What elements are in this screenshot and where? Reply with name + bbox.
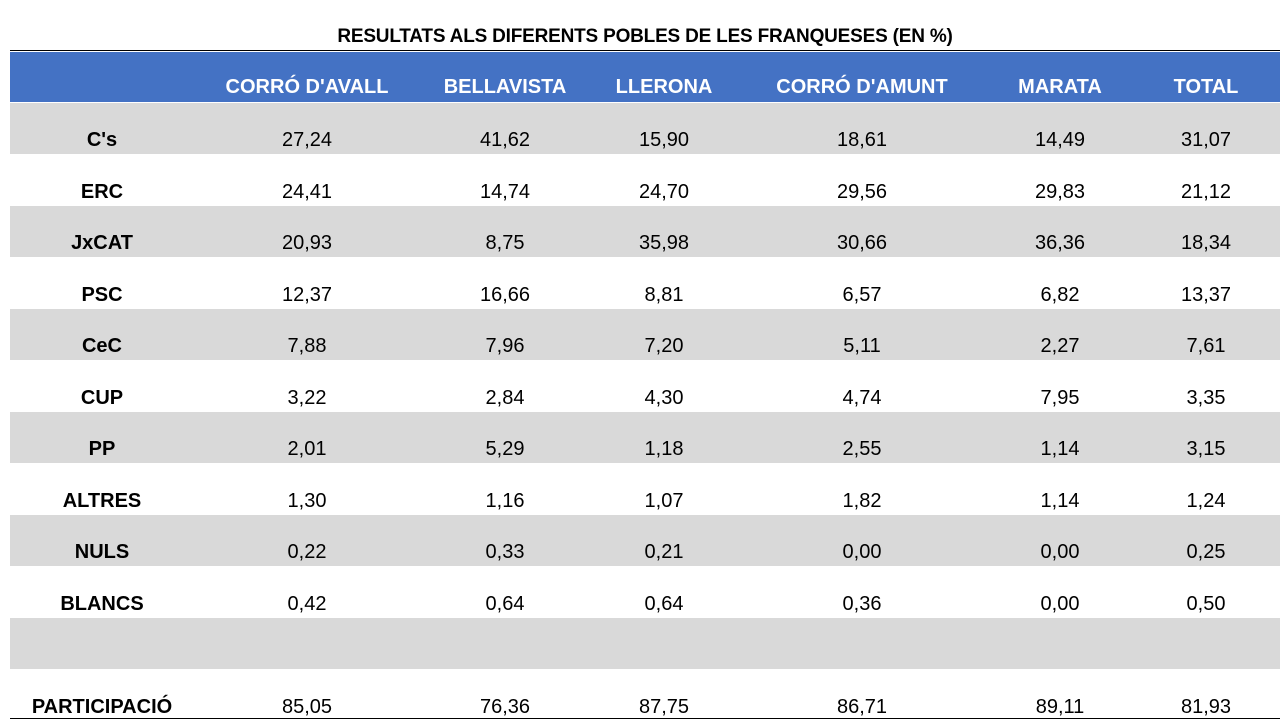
table-row <box>10 103 1280 154</box>
table-cell: 81,93 <box>1180 695 1232 718</box>
table-cell: 36,36 <box>1034 232 1086 254</box>
column-header: BELLAVISTA <box>443 76 567 98</box>
table-cell: 87,75 <box>638 695 690 718</box>
table-cell: 3,22 <box>287 386 327 409</box>
table-cell: 16,66 <box>479 283 531 306</box>
table-cell: 0,00 <box>1040 541 1080 563</box>
table-cell: 1,82 <box>842 489 882 512</box>
table-cell: 29,56 <box>836 180 888 203</box>
table-cell: 20,93 <box>281 232 333 254</box>
table-cell: 86,71 <box>836 695 888 718</box>
table-cell: 12,37 <box>281 283 333 306</box>
table-cell: 4,30 <box>644 386 684 409</box>
table-cell: 2,55 <box>842 438 882 460</box>
table-cell: 0,50 <box>1186 592 1226 615</box>
table-cell: 2,01 <box>287 438 327 460</box>
column-header: MARATA <box>1018 76 1102 98</box>
table-cell: 3,15 <box>1186 438 1226 460</box>
table-cell: 0,64 <box>644 592 684 615</box>
table-cell: 18,61 <box>836 129 888 151</box>
row-label: CUP <box>80 386 124 409</box>
table-cell: 41,62 <box>479 129 531 151</box>
table-cell: 89,11 <box>1035 695 1085 718</box>
table-row <box>10 618 1280 669</box>
table-cell: 0,64 <box>485 592 525 615</box>
table-cell: 0,22 <box>287 541 327 563</box>
table-cell: 7,96 <box>485 335 525 357</box>
table-cell: 1,14 <box>1040 489 1080 512</box>
table-cell: 0,21 <box>644 541 684 563</box>
row-label: NULS <box>74 541 130 563</box>
row-label: PSC <box>81 283 123 306</box>
table-cell: 0,33 <box>485 541 525 563</box>
table-cell: 27,24 <box>281 129 333 151</box>
row-label: PP <box>88 438 116 460</box>
table-row <box>10 206 1280 257</box>
table-cell: 1,18 <box>644 438 684 460</box>
table-row <box>10 309 1280 360</box>
row-label: PARTICIPACIÓ <box>31 695 173 718</box>
table-cell: 24,41 <box>281 180 333 203</box>
table-cell: 0,00 <box>1040 592 1080 615</box>
table-cell: 13,37 <box>1180 283 1232 306</box>
table-cell: 0,36 <box>842 592 882 615</box>
table-cell: 6,82 <box>1040 283 1080 306</box>
table-cell: 1,07 <box>644 489 684 512</box>
table-cell: 35,98 <box>638 232 690 254</box>
row-label: ERC <box>80 180 124 203</box>
table-cell: 30,66 <box>836 232 888 254</box>
table-cell: 6,57 <box>842 283 882 306</box>
table-cell: 8,81 <box>644 283 684 306</box>
row-label: JxCAT <box>71 232 133 254</box>
column-header: CORRÓ D'AVALL <box>225 76 389 98</box>
table-title: RESULTATS ALS DIFERENTS POBLES DE LES FR… <box>337 26 953 47</box>
bottom-rule <box>10 718 1280 719</box>
table-cell: 1,16 <box>485 489 525 512</box>
table-cell: 4,74 <box>842 386 882 409</box>
table-cell: 24,70 <box>638 180 690 203</box>
table-cell: 15,90 <box>638 129 690 151</box>
table-cell: 76,36 <box>479 695 531 718</box>
table-cell: 7,88 <box>287 335 327 357</box>
table-cell: 14,49 <box>1034 129 1086 151</box>
table-row <box>10 412 1280 463</box>
table-cell: 1,30 <box>287 489 327 512</box>
table-row <box>10 515 1280 566</box>
row-label: C's <box>86 129 118 151</box>
table-cell: 85,05 <box>281 695 333 718</box>
table-cell: 21,12 <box>1180 180 1232 203</box>
table-cell: 0,25 <box>1186 541 1226 563</box>
table-cell: 18,34 <box>1180 232 1232 254</box>
table-cell: 31,07 <box>1180 129 1232 151</box>
column-header: CORRÓ D'AMUNT <box>776 76 948 98</box>
column-header: TOTAL <box>1173 76 1239 98</box>
table-cell: 7,20 <box>644 335 684 357</box>
header-bar <box>10 52 1280 102</box>
table-cell: 7,95 <box>1040 386 1080 409</box>
table-cell: 0,00 <box>842 541 882 563</box>
top-rule <box>10 50 1280 51</box>
table-cell: 0,42 <box>287 592 327 615</box>
table-cell: 7,61 <box>1186 335 1226 357</box>
table-cell: 1,24 <box>1186 489 1226 512</box>
table-cell: 1,14 <box>1040 438 1080 460</box>
row-label: BLANCS <box>60 592 144 615</box>
table-cell: 29,83 <box>1034 180 1086 203</box>
row-label: ALTRES <box>62 489 142 512</box>
table-cell: 2,27 <box>1040 335 1080 357</box>
table-cell: 5,29 <box>485 438 525 460</box>
table-cell: 2,84 <box>485 386 525 409</box>
row-label: CeC <box>81 335 123 357</box>
column-header: LLERONA <box>615 76 713 98</box>
table-cell: 5,11 <box>843 335 881 357</box>
table-cell: 3,35 <box>1186 386 1226 409</box>
table-cell: 14,74 <box>479 180 531 203</box>
table-cell: 8,75 <box>485 232 525 254</box>
